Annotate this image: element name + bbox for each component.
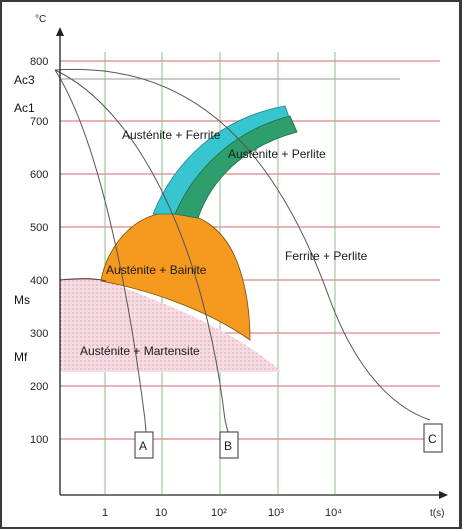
x-tick-labels: 1 10 10² 10³ 10⁴ [102, 507, 342, 519]
y-tick-700: 700 [30, 116, 48, 128]
x-tick-10: 10 [155, 507, 167, 519]
x-axis-unit: t(s) [430, 508, 444, 519]
y-tick-500: 500 [30, 222, 48, 234]
region-austenite-bainite: Austénite + Bainite [106, 263, 207, 277]
x-tick-100: 10² [211, 507, 227, 519]
ms-label: Ms [14, 293, 30, 307]
x-tick-1000: 10³ [268, 507, 284, 519]
cooling-curve-a [54, 69, 147, 433]
region-austenite-perlite: Austénite + Perlite [228, 147, 326, 161]
curve-label-a-text: A [139, 439, 147, 453]
curve-label-a: A [134, 431, 154, 459]
y-tick-600: 600 [30, 169, 48, 181]
y-tick-400: 400 [30, 275, 48, 287]
martensite-region [60, 280, 280, 372]
cooling-curves [54, 68, 431, 433]
curve-label-b-text: B [224, 439, 232, 453]
perlite-band [174, 115, 298, 219]
y-tick-100: 100 [30, 434, 48, 446]
axes [56, 27, 448, 499]
x-tick-10000: 10⁴ [325, 507, 342, 519]
y-axis-unit: °C [35, 14, 46, 25]
start-curve [59, 278, 107, 282]
y-tick-labels: 100 200 300 400 500 600 700 800 [30, 56, 48, 446]
region-ferrite-perlite: Ferrite + Perlite [285, 249, 368, 263]
region-austenite-martensite: Austénite + Martensite [80, 344, 200, 358]
region-austenite-ferrite: Austénite + Ferrite [122, 128, 221, 142]
bainite-region [100, 212, 251, 341]
y-tick-300: 300 [30, 328, 48, 340]
mf-label: Mf [14, 350, 28, 364]
y-tick-800: 800 [30, 56, 48, 68]
curve-label-c-text: C [428, 432, 437, 446]
curve-label-b: B [219, 431, 239, 459]
y-tick-200: 200 [30, 381, 48, 393]
ac1-label: Ac1 [14, 101, 35, 115]
cooling-curve-b [54, 69, 229, 433]
cooling-curve-c [54, 68, 431, 421]
curve-label-c: C [423, 423, 443, 453]
ac3-label: Ac3 [14, 73, 35, 87]
x-tick-1: 1 [102, 507, 108, 519]
